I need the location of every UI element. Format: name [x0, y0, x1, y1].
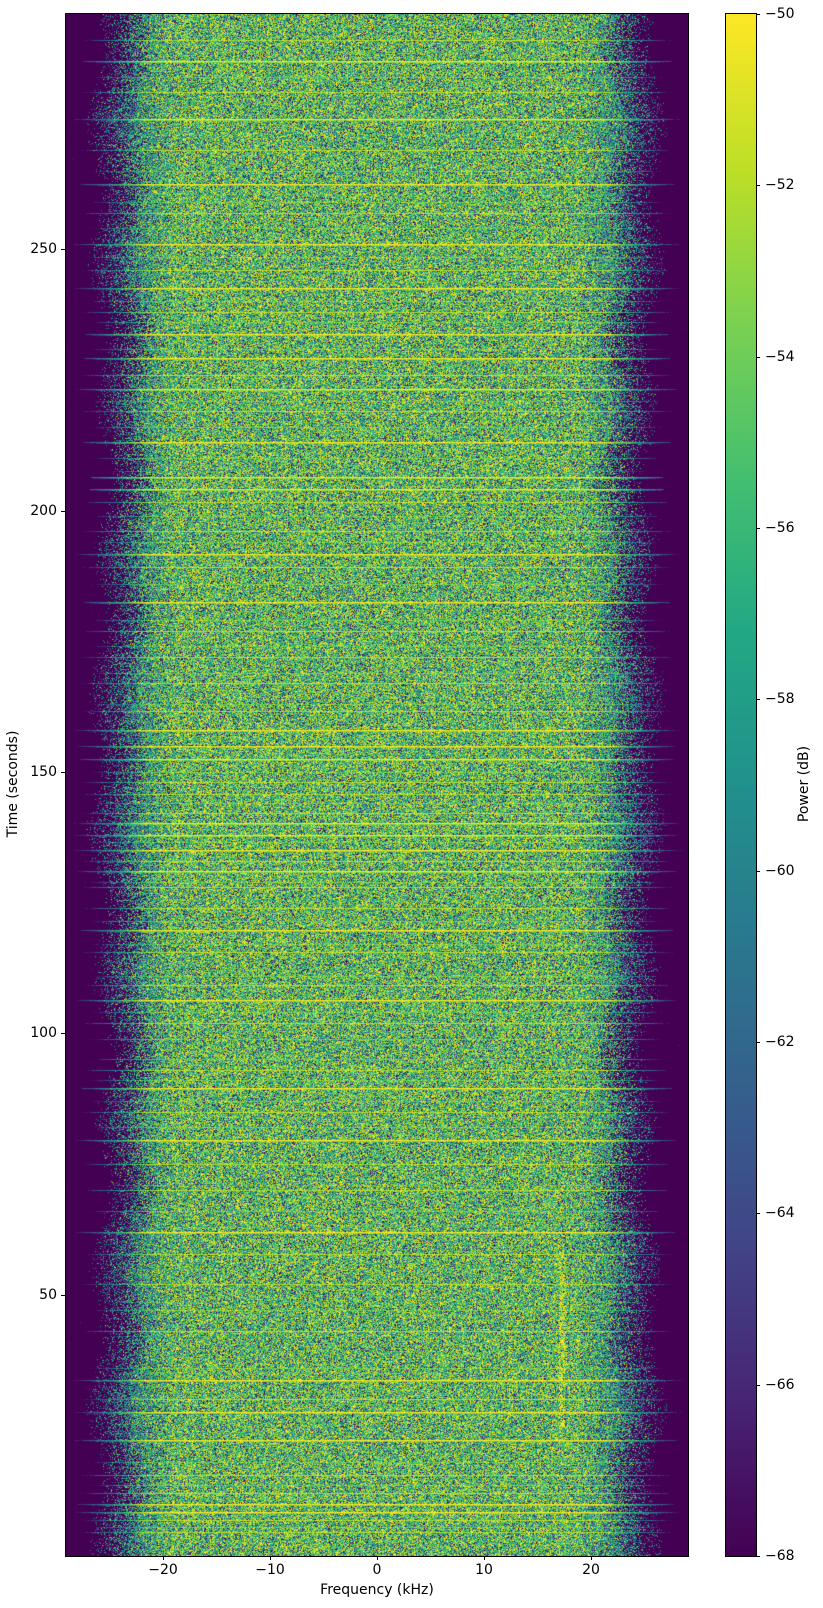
- y-tick-label: 100: [30, 1025, 57, 1041]
- y-tick-label: 50: [39, 1287, 57, 1303]
- x-tick-mark: [163, 1556, 164, 1560]
- x-axis-label: Frequency (kHz): [320, 1582, 434, 1598]
- colorbar-tick-mark: [756, 1385, 760, 1386]
- colorbar-label: Power (dB): [796, 745, 812, 823]
- x-tick-mark: [484, 1556, 485, 1560]
- colorbar-tick-label: −50: [765, 6, 795, 22]
- colorbar-tick-mark: [756, 1213, 760, 1214]
- spectrogram-heatmap: [66, 14, 688, 1556]
- colorbar-tick-label: −66: [765, 1377, 795, 1393]
- y-tick-mark: [61, 511, 65, 512]
- colorbar: [725, 13, 757, 1557]
- y-axis-label: Time (seconds): [5, 730, 21, 838]
- y-tick-mark: [61, 249, 65, 250]
- colorbar-tick-mark: [756, 871, 760, 872]
- colorbar-tick-mark: [756, 357, 760, 358]
- y-tick-label: 150: [30, 764, 57, 780]
- y-tick-label: 250: [30, 241, 57, 257]
- colorbar-tick-mark: [756, 185, 760, 186]
- colorbar-tick-label: −52: [765, 177, 795, 193]
- colorbar-tick-mark: [756, 1556, 760, 1557]
- colorbar-tick-mark: [756, 14, 760, 15]
- colorbar-tick-mark: [756, 1042, 760, 1043]
- y-tick-mark: [61, 772, 65, 773]
- y-tick-mark: [61, 1033, 65, 1034]
- colorbar-tick-label: −54: [765, 349, 795, 365]
- colorbar-tick-label: −58: [765, 691, 795, 707]
- colorbar-tick-mark: [756, 528, 760, 529]
- x-tick-mark: [591, 1556, 592, 1560]
- x-tick-label: −20: [148, 1562, 178, 1578]
- x-tick-label: 20: [582, 1562, 600, 1578]
- x-tick-label: 0: [372, 1562, 382, 1578]
- colorbar-tick-label: −56: [765, 520, 795, 536]
- colorbar-tick-label: −68: [765, 1548, 795, 1564]
- colorbar-tick-label: −64: [765, 1205, 795, 1221]
- colorbar-gradient: [726, 14, 756, 1556]
- x-tick-mark: [377, 1556, 378, 1560]
- x-tick-mark: [270, 1556, 271, 1560]
- plot-axes: [65, 13, 689, 1557]
- colorbar-tick-label: −60: [765, 863, 795, 879]
- y-tick-label: 200: [30, 503, 57, 519]
- y-tick-mark: [61, 1295, 65, 1296]
- colorbar-tick-label: −62: [765, 1034, 795, 1050]
- x-tick-label: −10: [255, 1562, 285, 1578]
- x-tick-label: 10: [475, 1562, 493, 1578]
- colorbar-tick-mark: [756, 699, 760, 700]
